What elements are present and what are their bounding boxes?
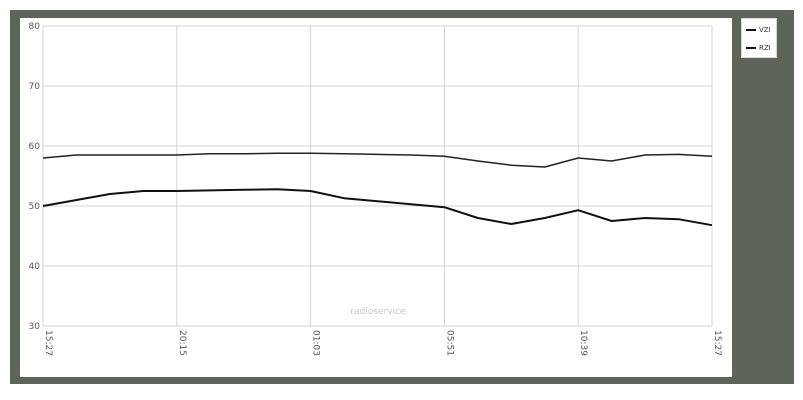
series-line-rzi	[42, 188, 713, 227]
series-line-vzi	[42, 152, 713, 168]
watermark-text: radioservice	[350, 307, 406, 317]
x-tick-label: 20:15	[177, 330, 187, 356]
y-tick-label: 50	[29, 202, 41, 212]
legend-label-vzi: VZI	[759, 26, 771, 34]
y-tick-label: 40	[29, 262, 41, 272]
x-tick-label: 15:27	[43, 330, 53, 356]
y-tick-label: 80	[29, 22, 41, 32]
x-tick-label: 15:27	[712, 330, 722, 356]
y-axis-ticks: 80 70 60 50 40 30	[29, 22, 41, 332]
plot-panel	[20, 18, 732, 377]
y-tick-label: 70	[29, 82, 41, 92]
legend-item-vzi: VZI	[746, 25, 771, 35]
legend-swatch-vzi	[746, 29, 756, 31]
legend-item-rzi: RZI	[746, 43, 771, 53]
x-tick-label: 05:51	[444, 330, 454, 356]
grid	[42, 25, 713, 327]
y-tick-label: 60	[29, 142, 41, 152]
legend-label-rzi: RZI	[759, 44, 771, 52]
y-tick-label: 30	[29, 322, 41, 332]
series-lines	[42, 152, 713, 227]
x-axis-ticks: 15:27 20:15 01:03 05:51 10:39 15:27	[43, 330, 722, 356]
x-tick-label: 10:39	[578, 330, 588, 356]
x-tick-label: 01:03	[311, 330, 321, 356]
legend: VZI RZI	[741, 18, 777, 58]
legend-swatch-rzi	[746, 47, 756, 49]
